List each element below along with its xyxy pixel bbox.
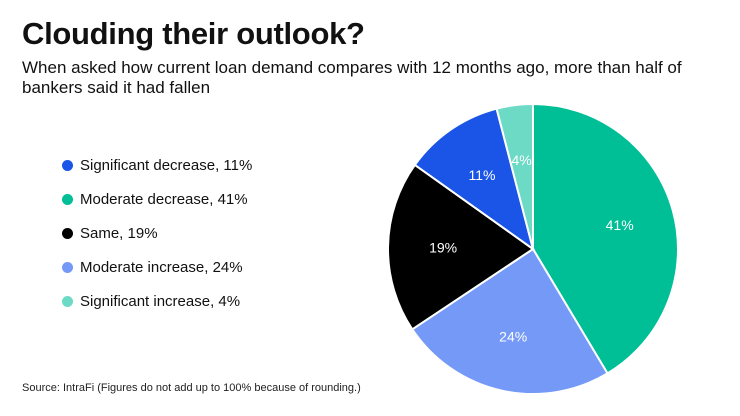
chart-legend: Significant decrease, 11% Moderate decre… [62, 148, 252, 318]
legend-label: Same, 19% [80, 224, 158, 242]
legend-item-significant-increase: Significant increase, 4% [62, 284, 252, 318]
pie-chart: 41% 24% 19% 11% 4% [387, 102, 679, 395]
pie-slice-same [387, 163, 535, 331]
pie-label-significant-increase: 4% [512, 152, 532, 168]
chart-title: Clouding their outlook? [22, 16, 365, 51]
pie-slice-significant-decrease [413, 107, 535, 252]
pie-label-significant-decrease: 11% [469, 167, 496, 183]
legend-swatch [62, 261, 73, 273]
legend-swatch [62, 159, 73, 171]
chart-subtitle: When asked how current loan demand compa… [22, 58, 682, 97]
pie-slice-moderate-increase [410, 247, 609, 395]
legend-swatch [62, 193, 73, 205]
legend-label: Significant increase, 4% [80, 292, 241, 310]
pie-slice-significant-increase [495, 102, 534, 250]
legend-label: Moderate decrease, 41% [80, 190, 248, 208]
legend-item-same: Same, 19% [62, 216, 252, 250]
pie-label-same: 19% [429, 240, 457, 256]
pie-slice-moderate-decrease [532, 102, 679, 375]
pie-label-moderate-decrease: 41% [606, 217, 634, 233]
source-note: Source: IntraFi (Figures do not add up t… [22, 382, 361, 394]
legend-label: Moderate increase, 24% [80, 258, 243, 276]
legend-swatch [62, 227, 73, 239]
legend-item-moderate-increase: Moderate increase, 24% [62, 250, 252, 284]
legend-item-moderate-decrease: Moderate decrease, 41% [62, 182, 252, 216]
legend-swatch [62, 295, 73, 307]
pie-label-moderate-increase: 24% [499, 329, 527, 345]
legend-label: Significant decrease, 11% [80, 156, 253, 174]
legend-item-significant-decrease: Significant decrease, 11% [62, 148, 252, 182]
